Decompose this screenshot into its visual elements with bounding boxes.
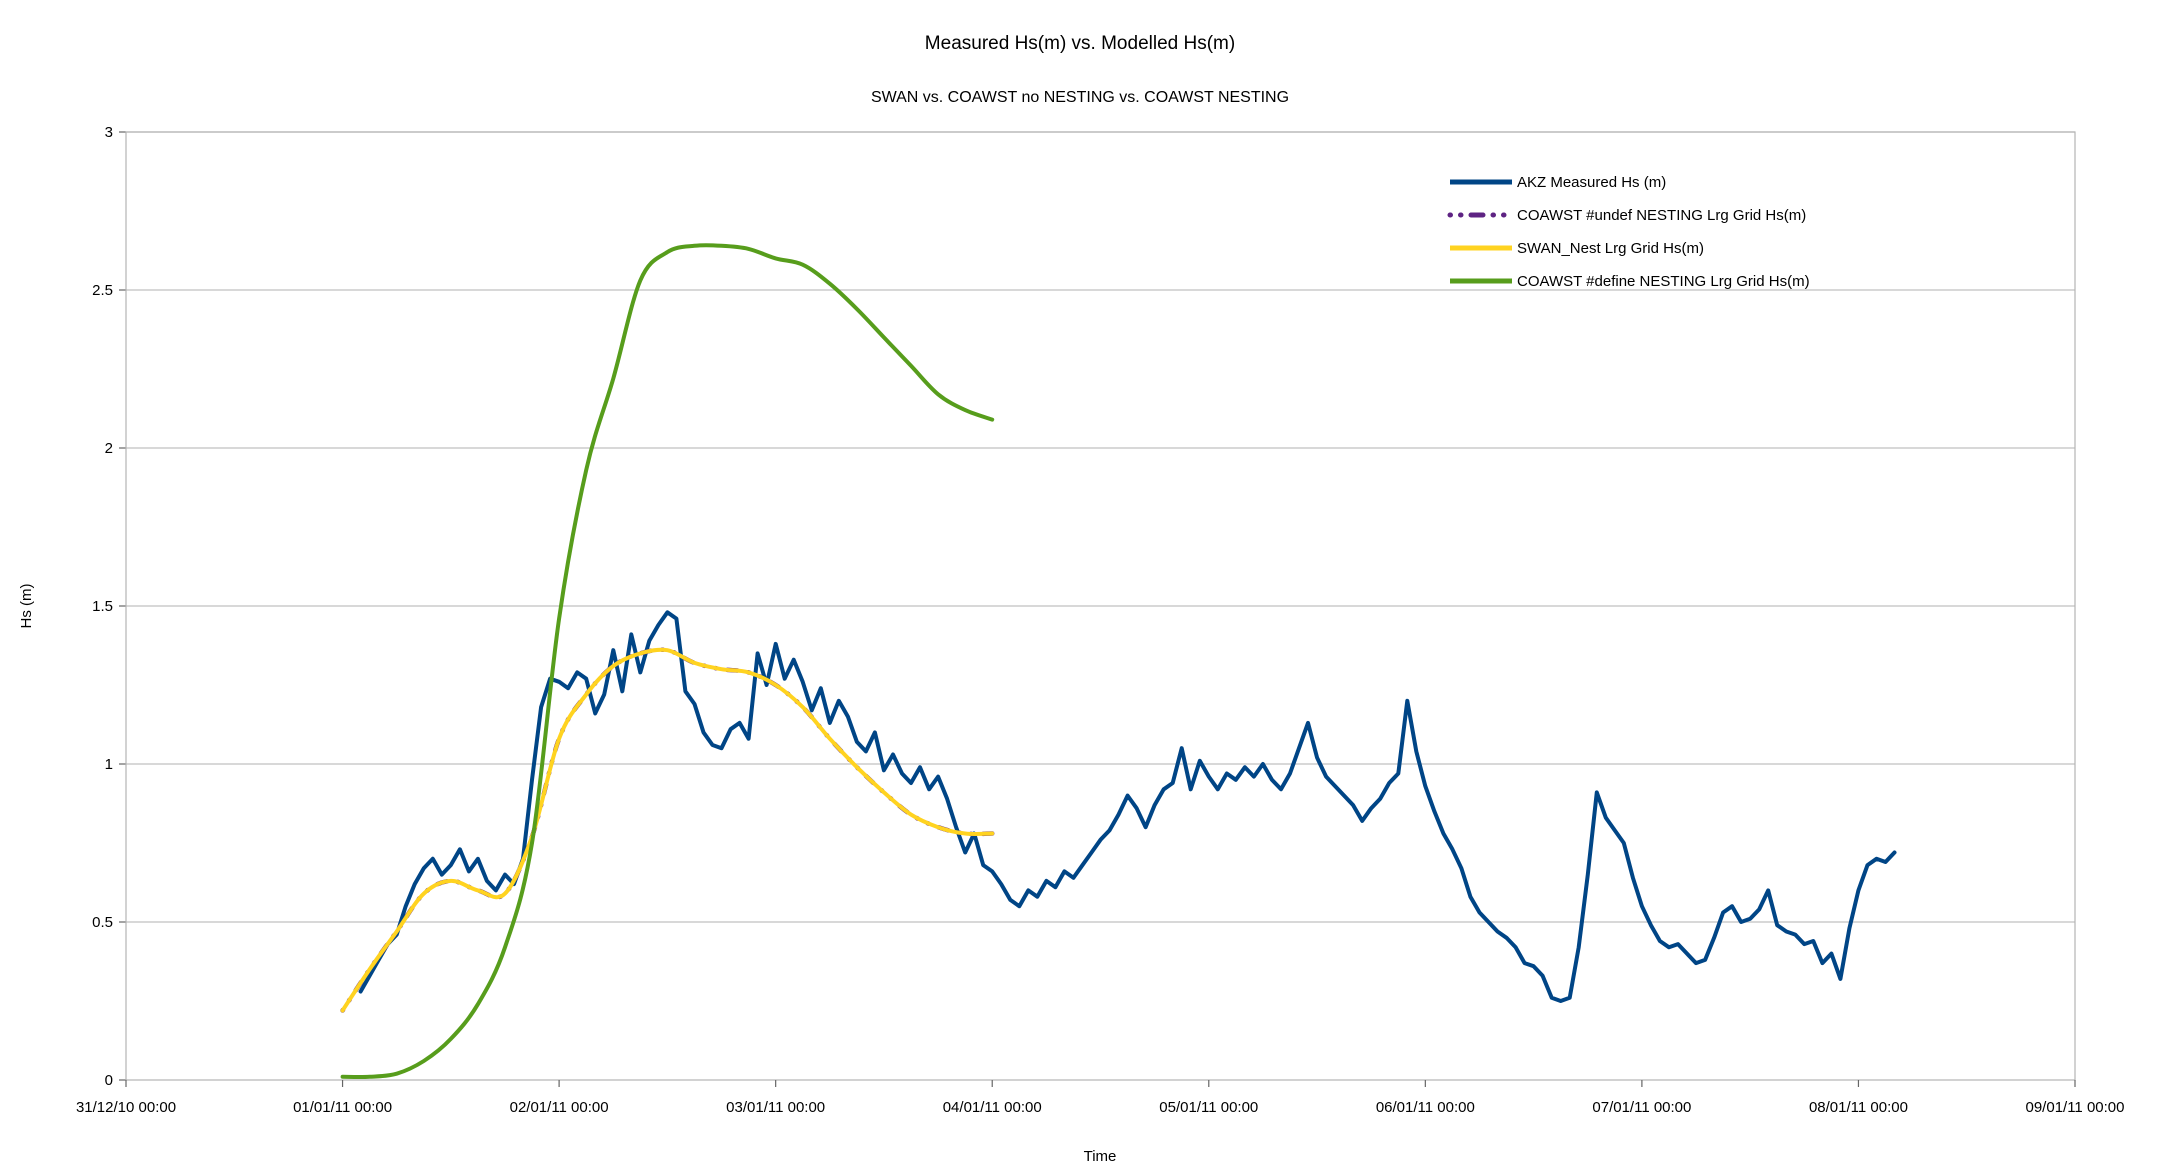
x-tick-label: 09/01/11 00:00 (2026, 1099, 2125, 1116)
x-tick-label: 04/01/11 00:00 (943, 1099, 1042, 1116)
x-tick-label: 01/01/11 00:00 (293, 1099, 392, 1116)
legend-label-swan-nest: SWAN_Nest Lrg Grid Hs(m) (1517, 240, 1704, 257)
legend-label-coawst-define: COAWST #define NESTING Lrg Grid Hs(m) (1517, 273, 1810, 290)
x-tick-label: 31/12/10 00:00 (76, 1099, 176, 1116)
x-tick-label: 08/01/11 00:00 (1809, 1099, 1908, 1116)
plot-border (125, 131, 2076, 1081)
series-line-2 (340, 647, 995, 1013)
legend-label-measured: AKZ Measured Hs (m) (1517, 174, 1666, 191)
legend-label-coawst-undef: COAWST #undef NESTING Lrg Grid Hs(m) (1517, 207, 1806, 224)
series-line-0 (358, 610, 1897, 1003)
x-axis-title: Time (1084, 1148, 1117, 1165)
y-tick-label: 2 (105, 440, 113, 457)
y-tick-label: 0.5 (92, 914, 113, 931)
plot-area: 0 0.5 1 1.5 2 2.5 3 31/12/10 00:00 01/01/11 00:0… (76, 124, 2125, 1116)
y-tick-label: 1 (105, 756, 113, 773)
x-tick-label: 05/01/11 00:00 (1159, 1099, 1258, 1116)
y-tick-label: 1.5 (92, 598, 113, 615)
x-tick-label: 02/01/11 00:00 (510, 1099, 609, 1116)
y-tick-label: 2.5 (92, 282, 113, 299)
y-tick-label: 0 (105, 1072, 113, 1089)
x-tick-label: 06/01/11 00:00 (1376, 1099, 1475, 1116)
chart-subtitle: SWAN vs. COAWST no NESTING vs. COAWST NE… (871, 89, 1289, 106)
x-tick-label: 03/01/11 00:00 (726, 1099, 825, 1116)
series-line-1 (340, 647, 995, 1013)
chart-legend: AKZ Measured Hs (m) COAWST #undef NESTIN… (1447, 174, 1810, 290)
y-axis-title: Hs (m) (18, 584, 35, 629)
x-tick-label: 07/01/11 00:00 (1592, 1099, 1691, 1116)
series-line-3 (340, 243, 995, 1080)
y-tick-label: 3 (105, 124, 113, 141)
chart-title: Measured Hs(m) vs. Modelled Hs(m) (925, 33, 1235, 54)
